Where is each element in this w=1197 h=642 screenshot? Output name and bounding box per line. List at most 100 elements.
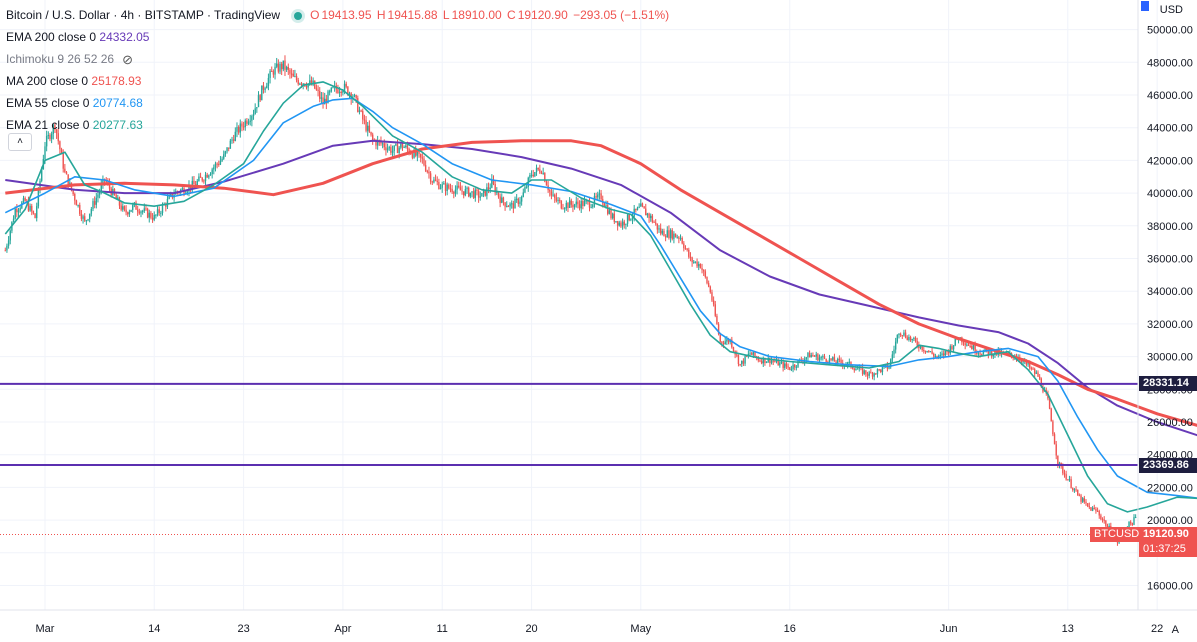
candle-body	[724, 341, 726, 345]
candle-body	[287, 67, 289, 70]
candle-body	[544, 172, 546, 182]
candle-body	[375, 140, 377, 146]
candle-body	[552, 194, 554, 196]
candle-body	[828, 358, 831, 363]
candle-body	[241, 123, 243, 127]
candle-body	[848, 361, 851, 363]
candle-body	[168, 195, 170, 199]
candle-body	[158, 209, 160, 213]
candle-body	[615, 221, 617, 223]
candle-body	[851, 367, 854, 369]
candle-body	[984, 348, 986, 352]
candle-body	[790, 369, 793, 371]
price-tick-label: 50000.00	[1147, 25, 1193, 37]
indicator-label: EMA 55 close 0	[6, 96, 90, 110]
candle-body	[266, 85, 268, 89]
candle-body	[482, 190, 485, 194]
time-tick-label: 13	[1062, 623, 1074, 635]
indicator-value: 25178.93	[91, 74, 142, 88]
candle-body	[539, 169, 541, 173]
candle-body	[448, 184, 450, 189]
candle-body	[216, 163, 218, 165]
candle-body	[654, 222, 657, 224]
hline-price-tag[interactable]: 28331.14	[1139, 376, 1197, 392]
candle-body	[262, 85, 265, 90]
candle-body	[393, 145, 395, 151]
candle-body	[559, 199, 561, 201]
horizontal-lines[interactable]	[0, 382, 1138, 535]
candle-body	[891, 354, 894, 360]
candle-body	[554, 194, 556, 198]
candle-body	[85, 220, 88, 222]
candle-body	[228, 147, 230, 149]
candle-body	[626, 214, 629, 224]
candle-body	[17, 210, 20, 213]
price-tick-label: 34000.00	[1147, 286, 1193, 298]
candle-body	[686, 248, 688, 250]
candle-body	[92, 201, 94, 209]
candle-body	[418, 151, 420, 154]
candle-body	[570, 200, 572, 205]
price-axis[interactable]: 50000.00 48000.00 46000.00 44000.00 42000.00…	[1137, 0, 1193, 610]
time-axis[interactable]: Mar1423Apr1120May16Jun1322Jul	[0, 609, 1197, 635]
candle-body	[691, 257, 693, 263]
candle-body	[1065, 474, 1067, 480]
candle-body	[345, 83, 347, 87]
candle-body	[515, 198, 518, 200]
candle-body	[595, 196, 597, 198]
candle-body	[127, 212, 129, 215]
candle-body	[878, 369, 880, 371]
candle-body	[368, 125, 371, 132]
candle-body	[264, 88, 266, 90]
candle-body	[45, 136, 48, 147]
candle-body	[395, 144, 397, 146]
candle-body	[699, 264, 702, 269]
candle-body	[757, 357, 760, 361]
candle-body	[944, 350, 947, 356]
candle-body	[446, 184, 448, 192]
candle-body	[24, 198, 26, 201]
legend-collapse-button[interactable]: ˄	[8, 133, 32, 151]
candle-body	[1086, 503, 1089, 507]
candle-body	[1090, 507, 1092, 511]
candle-body	[59, 141, 61, 150]
symbol-title[interactable]: Bitcoin / U.S. Dollar · 4h · BITSTAMP · …	[6, 8, 281, 22]
legend-ichimoku[interactable]: Ichimoku 9 26 52 26 ⊘	[6, 48, 671, 70]
candle-body	[239, 123, 241, 133]
candle-body	[251, 116, 253, 121]
candle-body	[90, 208, 93, 214]
candle-body	[822, 356, 824, 358]
candle-body	[623, 221, 625, 225]
eye-hidden-icon[interactable]: ⊘	[122, 51, 133, 67]
legend-ma200[interactable]: MA 200 close 0 25178.93	[6, 70, 671, 92]
price-tick-label: 32000.00	[1147, 319, 1193, 331]
legend-ema200[interactable]: EMA 200 close 0 24332.05	[6, 26, 671, 48]
candle-body	[640, 203, 642, 207]
candle-body	[631, 216, 634, 220]
candle-body	[707, 283, 710, 287]
candle-body	[196, 180, 198, 186]
candle-body	[403, 147, 405, 149]
hline-price-tag[interactable]: 23369.86	[1139, 457, 1197, 473]
candle-body	[396, 144, 399, 154]
candle-body	[534, 172, 536, 177]
currency-selector[interactable]: USD	[1159, 4, 1183, 16]
candle-body	[229, 140, 232, 149]
candle-body	[946, 350, 948, 352]
candle-body	[151, 217, 154, 220]
candle-body	[876, 369, 879, 375]
candle-body	[994, 350, 996, 355]
candle-body	[511, 203, 513, 205]
candle-body	[641, 203, 644, 207]
legend-ema21[interactable]: EMA 21 close 0 20277.63	[6, 114, 671, 136]
candle-body	[749, 353, 751, 355]
candle-body	[155, 214, 157, 216]
candle-body	[242, 126, 245, 128]
time-tick-label: May	[630, 623, 651, 635]
candle-body	[317, 89, 319, 92]
candle-body	[939, 354, 942, 356]
candle-body	[314, 80, 316, 89]
legend-ema55[interactable]: EMA 55 close 0 20774.68	[6, 92, 671, 114]
auto-scale-button[interactable]: A	[1171, 624, 1179, 636]
